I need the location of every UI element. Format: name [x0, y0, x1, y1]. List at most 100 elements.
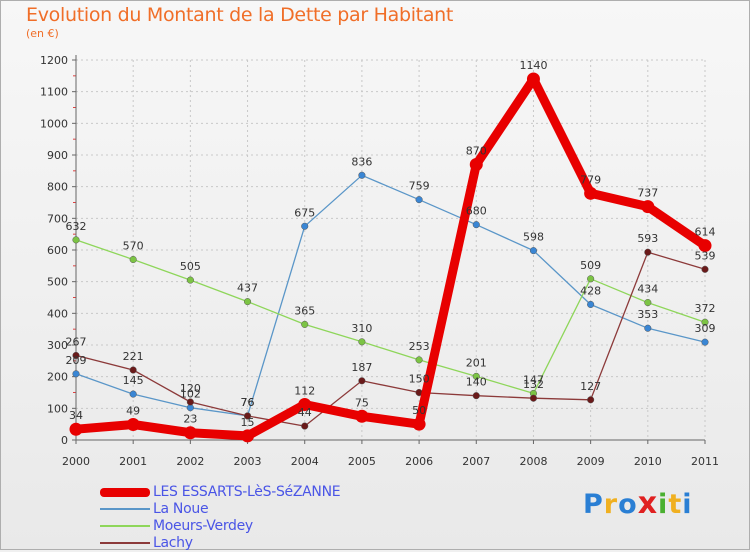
- point-s3-5: [358, 377, 366, 385]
- legend-swatch: [100, 525, 150, 527]
- series-line-2: [75, 239, 706, 395]
- legend-label: La Noue: [153, 501, 209, 517]
- point-s1-7: [472, 221, 480, 229]
- ytick-label-600: 600: [47, 244, 68, 257]
- xtick-label-2011: 2011: [691, 455, 719, 468]
- data-label-s2-3: 437: [237, 282, 258, 295]
- point-s2-1: [129, 255, 137, 264]
- data-label-s0-2: 23: [183, 413, 197, 426]
- xtick-label-2003: 2003: [234, 455, 262, 468]
- data-label-s3-5: 187: [351, 361, 372, 374]
- data-label-s2-4: 365: [294, 304, 315, 317]
- logo-letter: x: [637, 486, 659, 521]
- data-label-s2-1: 570: [123, 240, 144, 253]
- xtick-label-2005: 2005: [348, 455, 376, 468]
- data-label-s1-9: 428: [580, 284, 601, 297]
- logo-letter: r: [603, 489, 619, 520]
- data-label-s0-5: 75: [355, 396, 369, 409]
- point-s0-1: [126, 417, 140, 431]
- xtick-label-2004: 2004: [291, 455, 319, 468]
- logo-letter: P: [583, 489, 604, 520]
- point-s3-8: [529, 394, 538, 402]
- xtick-label-2008: 2008: [519, 455, 547, 468]
- legend-label: Lachy: [153, 535, 193, 551]
- point-s0-5: [355, 409, 369, 423]
- data-label-s3-6: 150: [409, 373, 430, 386]
- data-label-s1-1: 145: [123, 374, 144, 387]
- point-s2-5: [358, 338, 366, 346]
- point-s2-11: [701, 318, 709, 326]
- data-label-s0-1: 49: [126, 404, 140, 417]
- data-label-s3-1: 221: [123, 350, 144, 363]
- point-s3-9: [587, 396, 595, 404]
- data-label-s3-7: 140: [466, 376, 487, 389]
- data-label-s1-0: 209: [66, 354, 87, 367]
- data-label-s0-3: 15: [241, 416, 255, 429]
- point-s1-4: [301, 222, 309, 230]
- point-s2-10: [644, 299, 652, 307]
- data-label-s3-9: 127: [580, 380, 601, 393]
- point-s3-0: [72, 351, 80, 360]
- data-label-s3-4: 44: [298, 406, 312, 419]
- data-label-s0-0: 34: [69, 409, 83, 422]
- point-s0-4: [298, 398, 312, 412]
- point-s0-7: [469, 158, 483, 171]
- series-line-0: [71, 74, 710, 441]
- xtick-label-2001: 2001: [119, 455, 147, 468]
- point-s3-1: [129, 366, 137, 374]
- data-label-s3-0: 267: [66, 335, 87, 348]
- data-label-s1-8: 598: [523, 231, 544, 244]
- data-label-s1-7: 680: [466, 205, 487, 218]
- point-s0-10: [641, 200, 655, 214]
- chart-title: Evolution du Montant de la Dette par Hab…: [26, 4, 454, 26]
- point-s2-0: [72, 236, 80, 244]
- ytick-label-100: 100: [47, 402, 68, 415]
- point-s0-3: [241, 429, 255, 443]
- series-line-1: [75, 174, 706, 417]
- grid: [75, 59, 706, 441]
- legend-label: LES ESSARTS-LèS-SéZANNE: [153, 484, 341, 500]
- point-s1-11: [701, 338, 709, 346]
- series-line-3: [75, 251, 706, 427]
- logo-letter: i: [658, 489, 669, 520]
- data-label-s0-7: 870: [466, 145, 487, 158]
- point-s1-6: [415, 196, 423, 204]
- data-label-s2-6: 253: [409, 340, 430, 353]
- ytick-label-400: 400: [47, 307, 68, 320]
- data-label-s1-6: 759: [409, 180, 430, 193]
- point-s3-10: [644, 248, 652, 256]
- data-label-s1-10: 353: [637, 308, 658, 321]
- data-label-s2-7: 201: [466, 356, 487, 369]
- point-s3-4: [301, 422, 309, 430]
- ytick-label-1000: 1000: [40, 117, 68, 130]
- data-labels: 34 49 23 15 112 75 50 870 1140 779 737 614 209 145 102…: [66, 59, 716, 429]
- data-label-s3-8: 132: [523, 378, 544, 391]
- xtick-label-2009: 2009: [577, 455, 605, 468]
- data-label-s0-4: 112: [294, 385, 315, 398]
- logo-letter: i: [682, 489, 693, 520]
- xtick-label-2002: 2002: [176, 455, 204, 468]
- point-s1-9: [587, 300, 595, 309]
- data-label-s3-2: 120: [180, 382, 201, 395]
- series-lines: [69, 72, 712, 443]
- ytick-label-1200: 1200: [40, 54, 68, 67]
- ytick-label-500: 500: [47, 276, 68, 289]
- data-label-s1-2: 102: [180, 388, 201, 401]
- data-label-s3-3: 76: [241, 396, 255, 409]
- point-s3-2: [186, 398, 194, 406]
- point-s1-10: [644, 324, 652, 332]
- ytick-label-0: 0: [61, 434, 68, 447]
- proxiti-logo: Proxiti: [583, 486, 693, 521]
- data-label-s0-6: 50: [412, 404, 426, 417]
- data-label-s2-9: 509: [580, 259, 601, 272]
- point-s3-7: [472, 392, 480, 400]
- legend-swatch: [100, 542, 150, 544]
- data-label-s2-0: 632: [66, 220, 87, 233]
- data-label-s3-10: 593: [637, 232, 658, 245]
- ytick-label-900: 900: [47, 149, 68, 162]
- point-s2-3: [243, 298, 252, 306]
- xtick-label-2010: 2010: [634, 455, 662, 468]
- point-s1-8: [529, 247, 538, 255]
